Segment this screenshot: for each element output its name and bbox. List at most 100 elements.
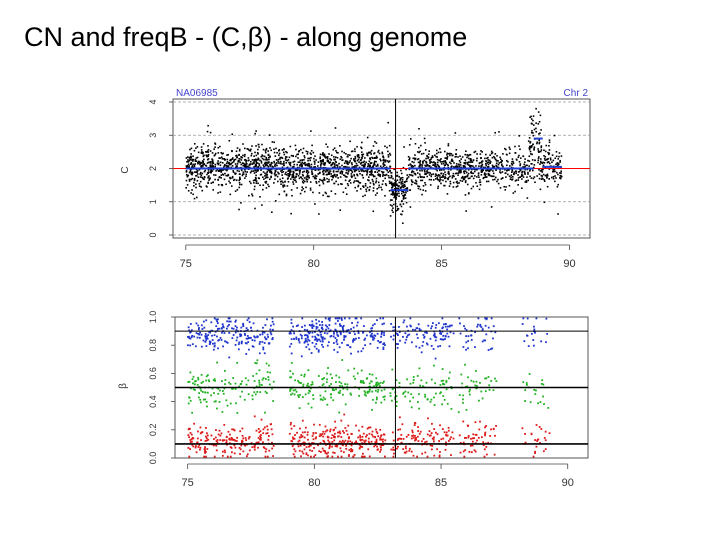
allele-frequency-point (354, 333, 356, 336)
copy-number-point (191, 171, 194, 174)
copy-number-point (231, 161, 234, 164)
copy-number-point (419, 150, 421, 153)
copy-number-point (284, 180, 286, 183)
allele-frequency-point (402, 392, 405, 395)
copy-number-point (206, 155, 209, 157)
allele-frequency-point (319, 394, 322, 397)
copy-number-point (326, 177, 328, 180)
copy-number-point (541, 162, 544, 165)
allele-frequency-point (305, 339, 307, 342)
copy-number-point (337, 168, 340, 171)
copy-number-point (253, 162, 255, 164)
allele-frequency-point (300, 335, 303, 337)
allele-frequency-point (270, 324, 272, 327)
allele-frequency-point (327, 327, 330, 330)
copy-number-point (494, 176, 497, 179)
copy-number-point (255, 158, 257, 161)
copy-number-point (449, 182, 452, 185)
allele-frequency-point (424, 451, 427, 454)
allele-frequency-point (383, 398, 386, 401)
copy-number-point (447, 144, 450, 147)
copy-number-point (277, 160, 279, 163)
copy-number-point (479, 153, 482, 155)
copy-number-point (221, 173, 224, 175)
allele-frequency-point (311, 331, 314, 334)
copy-number-point (265, 173, 268, 176)
copy-number-point (286, 185, 289, 187)
allele-frequency-point (465, 436, 468, 439)
copy-number-point (303, 162, 306, 164)
allele-frequency-point (196, 441, 199, 444)
allele-frequency-point (199, 331, 201, 334)
copy-number-point (273, 182, 275, 184)
copy-number-point (224, 172, 226, 175)
copy-number-point (532, 115, 535, 117)
copy-number-point (424, 190, 427, 192)
copy-number-point (537, 159, 540, 162)
allele-frequency-point (379, 436, 382, 439)
allele-frequency-point (267, 378, 270, 381)
copy-number-point (434, 162, 437, 164)
allele-frequency-point (333, 436, 335, 438)
allele-frequency-point (367, 448, 370, 451)
copy-number-point (219, 191, 222, 193)
copy-number-point (413, 161, 415, 164)
allele-frequency-point (411, 431, 414, 434)
copy-number-point (540, 178, 543, 181)
copy-number-point (255, 182, 258, 185)
allele-frequency-point (434, 339, 437, 342)
copy-number-point (189, 148, 191, 151)
copy-number-point (218, 176, 221, 179)
copy-number-point (446, 154, 448, 156)
allele-frequency-point (252, 322, 255, 325)
copy-number-point (404, 185, 406, 188)
copy-number-point (191, 189, 193, 191)
allele-frequency-point (228, 331, 231, 334)
copy-number-point (552, 169, 555, 171)
allele-frequency-point (482, 441, 485, 444)
allele-frequency-point (238, 385, 241, 388)
allele-frequency-point (217, 347, 219, 350)
copy-number-point (335, 151, 338, 154)
allele-frequency-point (391, 399, 393, 402)
copy-number-point (528, 148, 531, 151)
allele-frequency-point (200, 345, 203, 348)
allele-frequency-point (262, 326, 264, 329)
copy-number-point (326, 160, 329, 163)
allele-frequency-point (269, 331, 272, 334)
allele-frequency-point (440, 438, 443, 441)
copy-number-point (327, 173, 330, 175)
copy-number-point (260, 160, 263, 163)
copy-number-point (459, 179, 462, 182)
copy-number-point (366, 186, 369, 189)
copy-number-point (487, 180, 490, 183)
allele-frequency-point (206, 391, 209, 394)
copy-number-point (535, 127, 537, 130)
copy-number-point (232, 160, 235, 163)
copy-number-point (368, 151, 370, 154)
allele-frequency-point (257, 446, 259, 449)
copy-number-point (425, 160, 427, 163)
copy-number-point (202, 160, 205, 163)
allele-frequency-point (322, 346, 325, 348)
copy-number-point (499, 172, 502, 174)
allele-frequency-point (395, 400, 398, 403)
allele-frequency-point (271, 387, 273, 390)
copy-number-point (455, 181, 458, 184)
copy-number-point (220, 151, 223, 154)
copy-number-point (289, 178, 292, 180)
copy-number-point (438, 165, 440, 168)
allele-frequency-point (371, 390, 374, 393)
copy-number-point (414, 142, 417, 145)
allele-frequency-point (485, 425, 487, 427)
allele-frequency-point (471, 440, 474, 443)
copy-number-point (257, 166, 260, 168)
copy-number-point (248, 194, 250, 197)
copy-number-point (557, 158, 560, 160)
copy-number-point (421, 169, 423, 172)
allele-frequency-point (368, 373, 371, 376)
allele-frequency-point (233, 429, 236, 432)
copy-number-point (500, 163, 503, 166)
allele-frequency-point (365, 334, 368, 337)
copy-number-point (190, 178, 192, 181)
